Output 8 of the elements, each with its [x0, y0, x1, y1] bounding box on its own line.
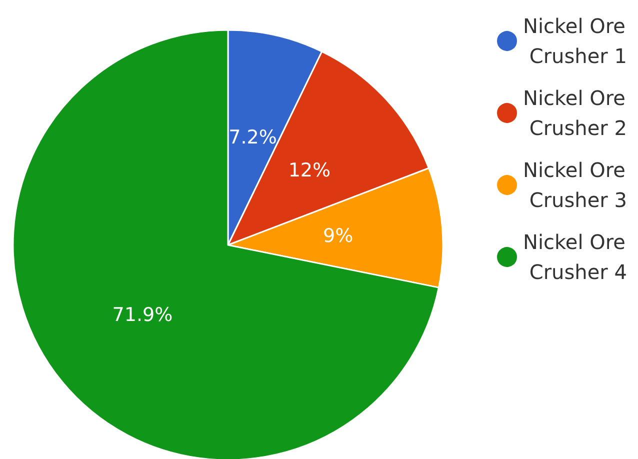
legend-label: Nickel Ore Crusher 4: [523, 230, 627, 284]
legend-label: Nickel Ore Crusher 1: [523, 14, 627, 68]
data-label: 7.2%: [228, 126, 277, 148]
legend-label: Nickel Ore Crusher 2: [523, 86, 627, 140]
data-label: 71.9%: [112, 304, 173, 326]
legend-label: Nickel Ore Crusher 3: [523, 158, 627, 212]
data-label: 12%: [288, 159, 331, 182]
data-label: 9%: [323, 224, 354, 247]
